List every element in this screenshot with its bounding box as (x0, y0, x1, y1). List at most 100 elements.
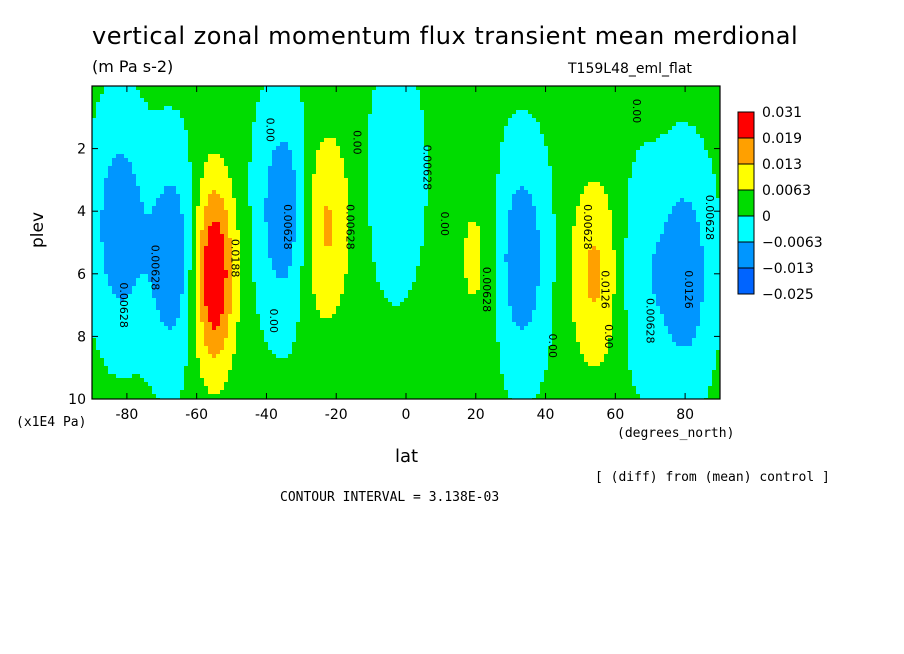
field-cell (92, 138, 97, 143)
field-cell (312, 90, 317, 95)
field-cell (200, 122, 205, 127)
field-cell (236, 138, 241, 143)
field-cell (160, 302, 165, 307)
field-cell (136, 114, 141, 119)
field-cell (256, 214, 261, 219)
field-cell (152, 118, 157, 123)
field-cell (240, 222, 245, 227)
field-cell (300, 142, 305, 147)
field-cell (280, 394, 285, 399)
field-cell (196, 166, 201, 171)
field-cell (144, 138, 149, 143)
field-cell (144, 210, 149, 215)
field-cell (92, 322, 97, 327)
field-cell (308, 250, 313, 255)
field-cell (156, 86, 161, 91)
field-cell (240, 178, 245, 183)
field-cell (96, 286, 101, 291)
field-cell (252, 282, 257, 287)
field-cell (240, 374, 245, 379)
field-cell (324, 258, 329, 263)
field-cell (236, 94, 241, 99)
field-cell (284, 130, 289, 135)
field-cell (248, 342, 253, 347)
field-cell (292, 358, 297, 363)
field-cell (92, 250, 97, 255)
field-cell (136, 102, 141, 107)
field-cell (124, 354, 129, 359)
field-cell (96, 282, 101, 287)
field-cell (268, 342, 273, 347)
field-cell (204, 246, 209, 251)
field-cell (332, 346, 337, 351)
field-cell (248, 306, 253, 311)
field-cell (100, 334, 105, 339)
field-cell (216, 310, 221, 315)
field-cell (180, 242, 185, 247)
field-cell (336, 178, 341, 183)
field-cell (332, 126, 337, 131)
field-cell (224, 134, 229, 139)
field-cell (180, 190, 185, 195)
field-cell (180, 178, 185, 183)
field-cell (296, 338, 301, 343)
field-cell (192, 102, 197, 107)
field-cell (320, 114, 325, 119)
field-cell (168, 382, 173, 387)
field-cell (204, 290, 209, 295)
field-cell (236, 190, 241, 195)
field-cell (92, 110, 97, 115)
field-cell (196, 386, 201, 391)
field-cell (204, 158, 209, 163)
field-cell (316, 202, 321, 207)
field-cell (188, 274, 193, 279)
field-cell (268, 382, 273, 387)
field-cell (224, 214, 229, 219)
field-cell (260, 310, 265, 315)
field-cell (284, 218, 289, 223)
field-cell (208, 146, 213, 151)
field-cell (264, 122, 269, 127)
field-cell (312, 178, 317, 183)
field-cell (204, 98, 209, 103)
field-cell (216, 114, 221, 119)
field-cell (136, 242, 141, 247)
field-cell (256, 90, 261, 95)
field-cell (136, 262, 141, 267)
field-cell (248, 110, 253, 115)
field-cell (100, 146, 105, 151)
field-cell (200, 178, 205, 183)
field-cell (92, 94, 97, 99)
field-cell (156, 218, 161, 223)
field-cell (128, 206, 133, 211)
field-cell (208, 298, 213, 303)
field-cell (112, 342, 117, 347)
field-cell (252, 90, 257, 95)
field-cell (236, 210, 241, 215)
field-cell (256, 202, 261, 207)
field-cell (124, 386, 129, 391)
field-cell (176, 246, 181, 251)
field-cell (268, 134, 273, 139)
field-cell (228, 214, 233, 219)
field-cell (296, 230, 301, 235)
field-cell (328, 350, 333, 355)
field-cell (192, 266, 197, 271)
field-cell (212, 378, 217, 383)
field-cell (168, 222, 173, 227)
field-cell (104, 206, 109, 211)
field-cell (272, 98, 277, 103)
field-cell (248, 118, 253, 123)
field-cell (184, 90, 189, 95)
field-cell (276, 178, 281, 183)
field-cell (228, 154, 233, 159)
field-cell (248, 242, 253, 247)
field-cell (276, 86, 281, 91)
field-cell (200, 114, 205, 119)
field-cell (100, 362, 105, 367)
field-cell (132, 262, 137, 267)
field-cell (92, 102, 97, 107)
field-cell (152, 282, 157, 287)
field-cell (332, 94, 337, 99)
field-cell (232, 350, 237, 355)
